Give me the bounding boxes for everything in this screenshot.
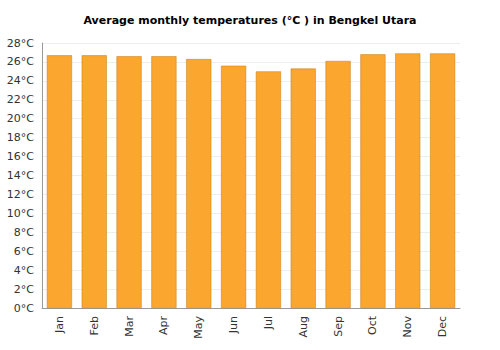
svg-text:2°C: 2°C bbox=[14, 283, 34, 296]
svg-text:Average monthly temperatures (: Average monthly temperatures (°C ) in Be… bbox=[84, 14, 417, 27]
svg-text:12°C: 12°C bbox=[7, 188, 34, 201]
svg-text:Aug: Aug bbox=[297, 316, 310, 337]
svg-text:Nov: Nov bbox=[401, 316, 414, 338]
svg-text:16°C: 16°C bbox=[7, 150, 34, 163]
svg-text:14°C: 14°C bbox=[7, 169, 34, 182]
svg-text:26°C: 26°C bbox=[7, 55, 34, 68]
svg-text:22°C: 22°C bbox=[7, 93, 34, 106]
svg-text:Jun: Jun bbox=[227, 316, 240, 334]
svg-text:Oct: Oct bbox=[366, 315, 379, 335]
svg-text:6°C: 6°C bbox=[14, 245, 34, 258]
svg-text:Jan: Jan bbox=[53, 316, 66, 334]
svg-text:Apr: Apr bbox=[157, 316, 170, 336]
svg-text:Dec: Dec bbox=[436, 316, 449, 337]
svg-text:0°C: 0°C bbox=[14, 302, 34, 315]
svg-text:24°C: 24°C bbox=[7, 74, 34, 87]
svg-text:4°C: 4°C bbox=[14, 264, 34, 277]
svg-text:10°C: 10°C bbox=[7, 207, 34, 220]
svg-text:Feb: Feb bbox=[88, 316, 101, 335]
svg-text:Jul: Jul bbox=[262, 316, 275, 330]
svg-text:Mar: Mar bbox=[123, 316, 136, 337]
svg-text:28°C: 28°C bbox=[7, 37, 34, 50]
svg-text:8°C: 8°C bbox=[14, 226, 34, 239]
svg-text:Sep: Sep bbox=[332, 316, 345, 337]
svg-text:May: May bbox=[192, 316, 205, 339]
svg-text:18°C: 18°C bbox=[7, 131, 34, 144]
svg-text:20°C: 20°C bbox=[7, 112, 34, 125]
